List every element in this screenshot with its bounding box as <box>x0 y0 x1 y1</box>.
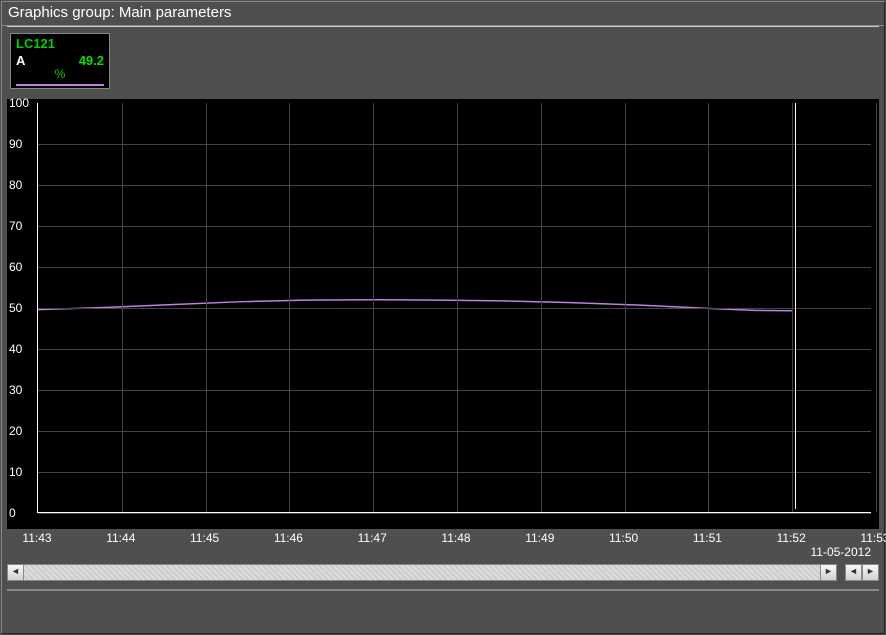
x-tick-label: 11:45 <box>190 531 219 545</box>
gridline-v <box>206 103 207 512</box>
gridline-v <box>625 103 626 512</box>
scroll-track[interactable] <box>24 564 820 581</box>
gridline-v <box>876 103 877 512</box>
y-tick-label: 20 <box>9 424 35 438</box>
x-tick-label: 11:50 <box>609 531 638 545</box>
y-tick-label: 10 <box>9 465 35 479</box>
gridline-v <box>122 103 123 512</box>
y-tick-label: 80 <box>9 178 35 192</box>
y-tick-label: 30 <box>9 383 35 397</box>
scroll-right-button[interactable]: ► <box>820 564 837 581</box>
tag-legend-line <box>16 84 104 86</box>
tag-unit: % <box>16 67 104 81</box>
gridline-h <box>38 308 871 309</box>
plot-region[interactable] <box>37 103 871 513</box>
x-tick-label: 11:43 <box>22 531 51 545</box>
gridline-h <box>38 431 871 432</box>
y-tick-label: 70 <box>9 219 35 233</box>
x-tick-label: 11:48 <box>441 531 470 545</box>
tag-mode: A <box>16 53 25 69</box>
title-divider <box>7 26 879 27</box>
panel-title: Graphics group: Main parameters <box>2 2 884 26</box>
gridline-v <box>457 103 458 512</box>
gridline-h <box>38 267 871 268</box>
date-label: 11-05-2012 <box>811 545 872 559</box>
x-axis: 11-05-2012 11:43 11:44 11:45 11:46 11:47 11:4… <box>7 531 879 563</box>
tag-name: LC121 <box>16 36 104 52</box>
y-tick-label: 50 <box>9 301 35 315</box>
footer-divider <box>7 589 879 591</box>
x-tick-label: 11:44 <box>106 531 135 545</box>
tag-block[interactable]: LC121 A 49.2 % <box>10 33 110 89</box>
scroll-step-right-button[interactable]: ► <box>862 564 879 581</box>
gridline-v <box>792 103 793 512</box>
tag-value: 49.2 <box>79 53 104 69</box>
gridline-v <box>373 103 374 512</box>
x-tick-label: 11:46 <box>274 531 303 545</box>
x-tick-label: 11:51 <box>693 531 722 545</box>
gridline-h <box>38 185 871 186</box>
scroll-step-left-button[interactable]: ◄ <box>845 564 862 581</box>
gridline-h <box>38 349 871 350</box>
gridline-h <box>38 472 871 473</box>
y-tick-label: 100 <box>9 96 35 110</box>
y-tick-label: 90 <box>9 137 35 151</box>
scroll-left-button[interactable]: ◄ <box>7 564 24 581</box>
time-cursor[interactable] <box>795 103 796 509</box>
gridline-h <box>38 390 871 391</box>
x-tick-label: 11:47 <box>358 531 387 545</box>
chart-area: 0 10 20 30 40 50 60 70 80 90 100 <box>7 99 879 529</box>
y-tick-label: 60 <box>9 260 35 274</box>
y-tick-label: 0 <box>9 506 35 520</box>
gridline-v <box>289 103 290 512</box>
time-scrollbar[interactable]: ◄ ► ◄ ► <box>7 564 879 581</box>
gridline-v <box>708 103 709 512</box>
graphics-panel: Graphics group: Main parameters LC121 A … <box>1 1 885 634</box>
x-tick-label: 11:52 <box>777 531 806 545</box>
x-tick-label: 11:53 <box>860 531 886 545</box>
y-tick-label: 40 <box>9 342 35 356</box>
gridline-h <box>38 144 871 145</box>
x-tick-label: 11:49 <box>525 531 554 545</box>
gridline-v <box>541 103 542 512</box>
scroll-gap <box>837 564 845 581</box>
gridline-h <box>38 513 871 514</box>
gridline-h <box>38 226 871 227</box>
